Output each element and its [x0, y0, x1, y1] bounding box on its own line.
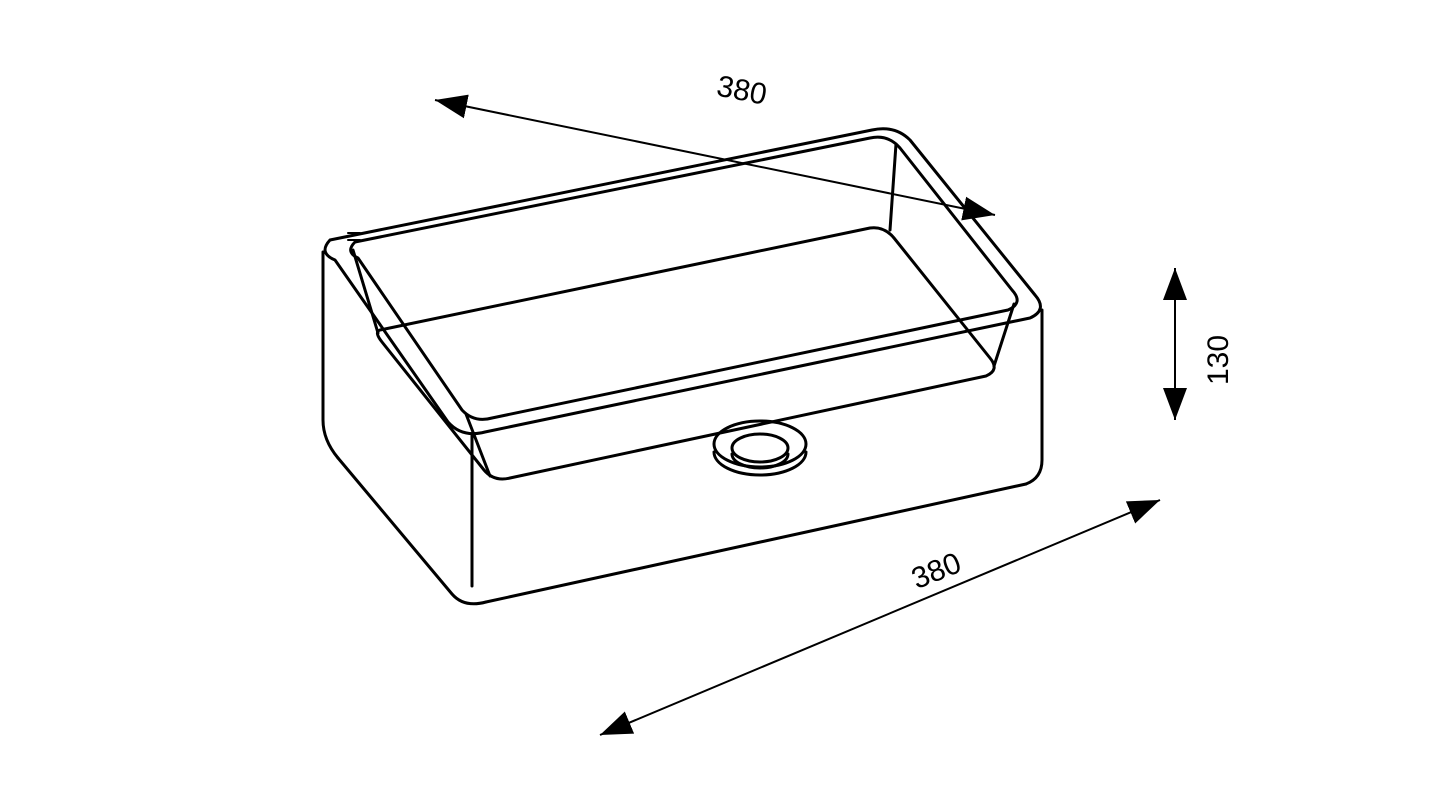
inner-wall-backright	[890, 144, 896, 230]
dimension-labels: 380 380 130	[714, 70, 1235, 596]
inner-top-rim	[351, 137, 1017, 419]
outer-bottom-left-face	[338, 458, 486, 604]
inner-basin-floor	[377, 228, 994, 479]
dim-label-height: 130	[1202, 335, 1235, 385]
inner-wall-frontcorner	[466, 414, 490, 476]
sink-body	[323, 129, 1042, 604]
dim-line-depth	[600, 500, 1160, 735]
dim-line-width	[435, 100, 995, 215]
drain-hole	[714, 421, 806, 475]
outer-right-edge	[1026, 310, 1042, 484]
dim-label-width: 380	[714, 70, 769, 112]
outer-left-edge	[323, 252, 338, 458]
dim-label-depth: 380	[907, 547, 966, 596]
technical-drawing: 380 380 130	[0, 0, 1440, 810]
